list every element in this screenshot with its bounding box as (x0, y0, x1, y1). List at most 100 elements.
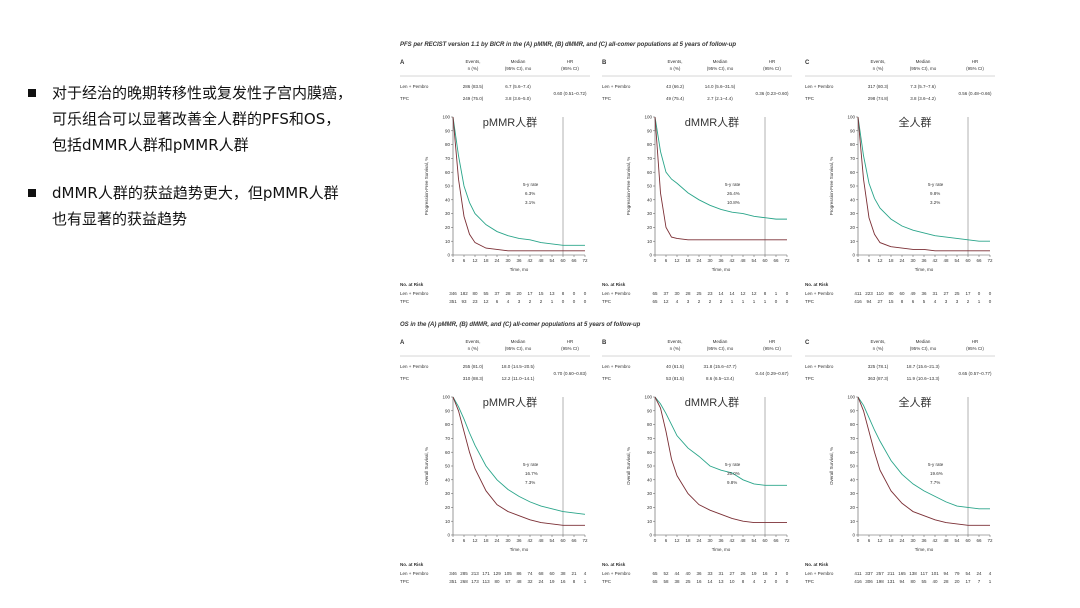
panel-letter: C (805, 340, 810, 346)
risk-number: 93 (461, 299, 467, 304)
y-tick-label: 100 (442, 115, 450, 120)
x-tick-label: 24 (494, 258, 500, 263)
events: 317 (80.3) (868, 84, 889, 89)
risk-number: 54 (965, 571, 971, 576)
risk-number: 13 (718, 579, 724, 584)
events: 53 (81.5) (666, 376, 685, 381)
y-tick-label: 70 (850, 156, 856, 161)
x-tick-label: 48 (740, 258, 746, 263)
risk-number: 0 (584, 299, 587, 304)
y-tick-label: 100 (847, 115, 855, 120)
table-header: Events, (870, 59, 885, 64)
x-tick-label: 18 (685, 258, 691, 263)
arm-name: TPC (400, 376, 410, 381)
risk-number: 37 (663, 291, 669, 296)
x-tick-label: 36 (516, 538, 522, 543)
panel-letter: B (602, 60, 607, 66)
risk-number: 15 (538, 291, 544, 296)
risk-number: 28 (943, 579, 949, 584)
y-tick-label: 60 (850, 170, 856, 175)
bullet-line: 包括dMMR人群和pMMR人群 (52, 136, 249, 154)
x-tick-label: 48 (538, 538, 544, 543)
median: 12.2 (11.0–14.1) (502, 376, 535, 381)
arm-name: TPC (602, 96, 612, 101)
y-tick-label: 10 (445, 239, 451, 244)
risk-number: 2 (967, 299, 970, 304)
table-header: HR (769, 59, 776, 64)
risk-number: 68 (538, 571, 544, 576)
events: 40 (61.5) (666, 364, 685, 369)
table-header: n (%) (873, 66, 884, 71)
risk-number: 2 (529, 299, 532, 304)
group-label: dMMR人群 (685, 395, 739, 409)
risk-number: 113 (482, 579, 490, 584)
panel-letter: A (400, 340, 405, 346)
x-tick-label: 12 (877, 538, 883, 543)
km-curve (654, 396, 787, 524)
y-tick-label: 60 (850, 450, 856, 455)
figure-title: PFS per RECIST version 1.1 by BICR in th… (400, 42, 736, 48)
y-tick-label: 30 (647, 491, 653, 496)
x-tick-label: 0 (857, 538, 860, 543)
y-tick-label: 10 (647, 519, 653, 524)
risk-number: 4 (934, 299, 937, 304)
events: 43 (66.2) (666, 84, 685, 89)
risk-number: 5 (923, 299, 926, 304)
five-year-rate: 7.3% (525, 480, 535, 485)
y-tick-label: 20 (445, 225, 451, 230)
table-header: Events, (667, 339, 682, 344)
risk-number: 16 (560, 579, 566, 584)
arm-name: TPC (602, 376, 612, 381)
median: 3.8 (3.6–5.0) (505, 96, 531, 101)
table-header: Events, (667, 59, 682, 64)
x-tick-label: 0 (452, 258, 455, 263)
arm-name: TPC (805, 376, 815, 381)
x-tick-label: 24 (696, 258, 702, 263)
risk-number: 65 (652, 579, 658, 584)
hazard-ratio: 0.36 (0.23–0.60) (755, 91, 789, 96)
x-tick-label: 24 (494, 538, 500, 543)
risk-arm: Len + Pembro (400, 571, 429, 576)
risk-number: 16 (696, 579, 702, 584)
risk-number: 16 (762, 571, 768, 576)
x-tick-label: 66 (571, 538, 577, 543)
table-header: (95% CI) (763, 66, 781, 71)
risk-arm: TPC (400, 579, 410, 584)
risk-number: 0 (978, 291, 981, 296)
km-curve (857, 396, 990, 526)
risk-title: No. at Risk (400, 282, 424, 287)
risk-number: 8 (764, 291, 767, 296)
risk-number: 38 (674, 579, 680, 584)
x-tick-label: 42 (527, 258, 533, 263)
x-tick-label: 0 (857, 258, 860, 263)
y-tick-label: 0 (852, 533, 855, 538)
events: 49 (75.4) (666, 96, 685, 101)
y-axis-label: Progression-Free Survival, % (424, 157, 429, 216)
risk-number: 165 (898, 571, 906, 576)
risk-arm: Len + Pembro (400, 291, 429, 296)
x-tick-label: 0 (654, 258, 657, 263)
x-tick-label: 18 (888, 258, 894, 263)
risk-number: 101 (931, 571, 939, 576)
x-tick-label: 48 (740, 538, 746, 543)
risk-number: 416 (854, 299, 862, 304)
risk-number: 1 (753, 299, 756, 304)
y-axis-label: Progression-Free Survival, % (626, 157, 631, 216)
y-tick-label: 70 (445, 436, 451, 441)
x-axis-label: Time, mo (712, 267, 731, 272)
y-tick-label: 60 (445, 170, 451, 175)
table-header: n (%) (670, 66, 681, 71)
risk-number: 268 (460, 579, 468, 584)
risk-number: 30 (674, 291, 680, 296)
risk-number: 411 (854, 291, 862, 296)
bullet: dMMR人群的获益趋势更大，但pMMR人群 也有显著的获益趋势 (28, 180, 339, 232)
risk-number: 351 (449, 579, 457, 584)
x-tick-label: 72 (784, 258, 790, 263)
table-header: Median (713, 339, 728, 344)
y-tick-label: 20 (850, 225, 856, 230)
y-tick-label: 0 (649, 253, 652, 258)
table-header: (95% CI), mo (505, 66, 532, 71)
y-tick-label: 80 (850, 422, 856, 427)
y-tick-label: 80 (647, 422, 653, 427)
y-tick-label: 0 (447, 253, 450, 258)
